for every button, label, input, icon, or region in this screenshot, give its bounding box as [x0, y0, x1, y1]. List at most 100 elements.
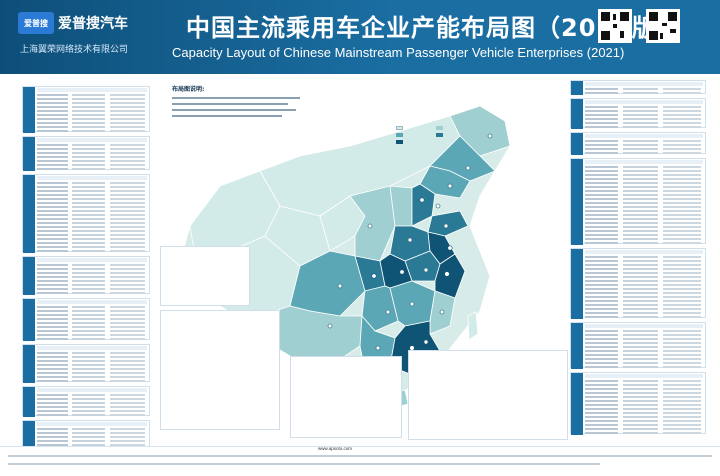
table-row: [585, 174, 703, 177]
table-row: [37, 214, 147, 217]
province-tag: [571, 81, 583, 95]
table-row: [585, 264, 703, 267]
table-row: [585, 330, 703, 333]
table-row: [585, 354, 703, 357]
table-row: [585, 88, 703, 91]
table-row: [37, 314, 147, 317]
table-row: [585, 148, 703, 151]
table-header: [37, 176, 147, 180]
table-row: [37, 186, 147, 189]
table-row: [37, 238, 147, 241]
table-row: [37, 226, 147, 229]
table-row: [37, 148, 147, 151]
table-row: [37, 118, 147, 121]
table-row: [37, 338, 147, 341]
table-row: [37, 398, 147, 401]
table-row: [585, 226, 703, 229]
table-row: [37, 98, 147, 101]
table-row: [585, 178, 703, 181]
brand-name: 爱普搜汽车: [58, 16, 128, 32]
table-row: [585, 296, 703, 299]
table-row: [37, 218, 147, 221]
map-notes: 布局图说明:: [172, 84, 312, 117]
table-row: [37, 376, 147, 379]
table-row: [585, 92, 703, 95]
table-row: [37, 428, 147, 431]
table-row: [37, 306, 147, 309]
province-table: [570, 248, 706, 319]
table-row: [585, 182, 703, 185]
province-table: [22, 344, 150, 383]
table-row: [37, 380, 147, 383]
table-row: [37, 234, 147, 237]
table-row: [37, 364, 147, 367]
qr-code-2-icon: [646, 9, 680, 43]
table-row: [37, 210, 147, 213]
table-row: [585, 384, 703, 387]
region-shandong: [427, 210, 469, 237]
inner-table-2: [160, 310, 280, 430]
province-tag: [23, 299, 35, 341]
table-row: [37, 264, 147, 267]
table-row: [585, 144, 703, 147]
table-row: [37, 94, 147, 97]
table-row: [585, 342, 703, 345]
table-row: [37, 152, 147, 155]
table-row: [37, 130, 147, 133]
province-tag: [23, 175, 35, 253]
table-header: [585, 160, 703, 164]
table-row: [585, 280, 703, 283]
table-row: [585, 140, 703, 143]
legend-swatch-4: [436, 133, 443, 137]
inner-table-3: [290, 356, 402, 438]
table-row: [585, 186, 703, 189]
table-row: [37, 168, 147, 171]
region-taiwan: [467, 311, 479, 341]
table-row: [585, 404, 703, 407]
table-row: [585, 234, 703, 237]
table-row: [37, 190, 147, 193]
table-row: [585, 416, 703, 419]
title-english: Capacity Layout of Chinese Mainstream Pa…: [172, 45, 625, 60]
table-row: [37, 318, 147, 321]
table-row: [585, 308, 703, 311]
province-table: [22, 256, 150, 295]
table-row: [585, 110, 703, 113]
province-tag: [571, 99, 583, 129]
table-row: [585, 392, 703, 395]
table-row: [585, 424, 703, 427]
table-row: [585, 334, 703, 337]
table-row: [37, 410, 147, 413]
table-row: [585, 152, 703, 155]
table-row: [37, 222, 147, 225]
table-row: [37, 352, 147, 355]
table-row: [585, 350, 703, 353]
table-row: [37, 406, 147, 409]
table-row: [37, 402, 147, 405]
province-table: [22, 174, 150, 253]
table-row: [585, 388, 703, 391]
province-tag: [23, 387, 35, 417]
table-header: [585, 100, 703, 104]
table-row: [37, 230, 147, 233]
table-row: [585, 242, 703, 245]
table-row: [37, 250, 147, 253]
table-row: [37, 310, 147, 313]
table-row: [585, 194, 703, 197]
table-header: [585, 250, 703, 254]
table-row: [585, 358, 703, 361]
table-row: [585, 420, 703, 423]
province-tag: [23, 87, 35, 133]
table-row: [585, 428, 703, 431]
table-row: [37, 372, 147, 375]
region-hebei-beijing: [411, 183, 436, 227]
table-header: [37, 138, 147, 142]
province-table: [570, 372, 706, 435]
table-row: [585, 366, 703, 369]
table-row: [585, 166, 703, 169]
table-row: [585, 106, 703, 109]
table-header: [37, 258, 147, 262]
table-row: [37, 280, 147, 283]
table-row: [37, 334, 147, 337]
